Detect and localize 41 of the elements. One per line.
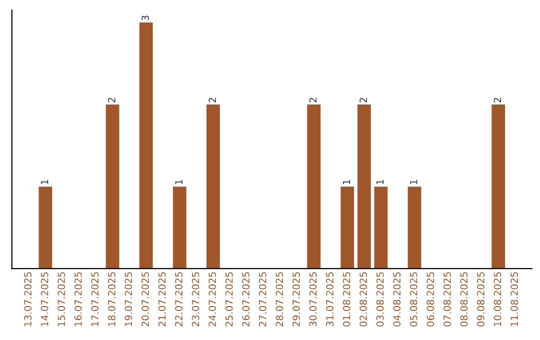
- x-tick-label: 18.07.2025: [108, 272, 116, 326]
- data-label: 2: [108, 98, 116, 102]
- data-label: 3: [142, 16, 149, 20]
- x-tick-label: 27.07.2025: [258, 272, 266, 326]
- data-label: 2: [360, 98, 367, 102]
- x-tick-label: 03.08.2025: [376, 272, 384, 326]
- data-label: 2: [208, 98, 216, 102]
- x-tick-label: 09.08.2025: [477, 272, 484, 326]
- x-tick-label: 17.07.2025: [91, 272, 99, 326]
- x-tick-label: 08.08.2025: [460, 272, 468, 326]
- x-tick-label: 23.07.2025: [192, 272, 200, 326]
- x-tick-label: 10.08.2025: [494, 272, 502, 326]
- x-tick-label: 22.07.2025: [175, 272, 182, 326]
- x-tick-label: 24.07.2025: [208, 272, 216, 326]
- data-label: 2: [309, 98, 317, 102]
- x-tick-label: 04.08.2025: [393, 272, 401, 326]
- x-tick-label: 28.07.2025: [276, 272, 284, 326]
- x-tick-label: 15.07.2025: [58, 272, 66, 326]
- x-tick-label: 31.07.2025: [326, 272, 334, 326]
- x-tick-label: 11.08.2025: [510, 272, 518, 326]
- data-label: 1: [175, 180, 182, 184]
- data-label: 2: [494, 98, 502, 102]
- data-label: 1: [342, 180, 350, 184]
- x-tick-label: 30.07.2025: [309, 272, 317, 326]
- x-tick-label: 21.07.2025: [158, 272, 166, 326]
- x-tick-label: 06.08.2025: [426, 272, 434, 326]
- x-tick-label: 01.08.2025: [342, 272, 350, 326]
- x-tick-label: 19.07.2025: [124, 272, 132, 326]
- x-tick-label: 02.08.2025: [360, 272, 367, 326]
- x-tick-label: 26.07.2025: [242, 272, 250, 326]
- x-tick-label: 16.07.2025: [74, 272, 82, 326]
- x-tick-label: 29.07.2025: [292, 272, 300, 326]
- x-tick-label: 05.08.2025: [410, 272, 418, 326]
- x-tick-label: 14.07.2025: [40, 272, 48, 326]
- x-tick-label: 13.07.2025: [24, 272, 32, 326]
- data-label: 1: [41, 180, 48, 184]
- data-label: 1: [376, 180, 384, 184]
- x-tick-label: 20.07.2025: [142, 272, 149, 326]
- x-tick-label: 07.08.2025: [443, 272, 451, 326]
- data-label: 1: [410, 180, 418, 184]
- x-tick-label: 25.07.2025: [225, 272, 233, 326]
